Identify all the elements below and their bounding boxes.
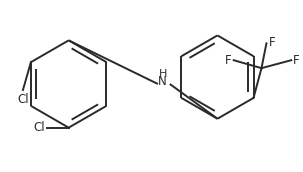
Text: Cl: Cl: [33, 121, 45, 134]
Text: N: N: [158, 74, 167, 88]
Text: F: F: [268, 36, 275, 49]
Text: F: F: [293, 54, 300, 67]
Text: H: H: [159, 69, 167, 79]
Text: Cl: Cl: [17, 93, 29, 106]
Text: F: F: [225, 54, 232, 67]
